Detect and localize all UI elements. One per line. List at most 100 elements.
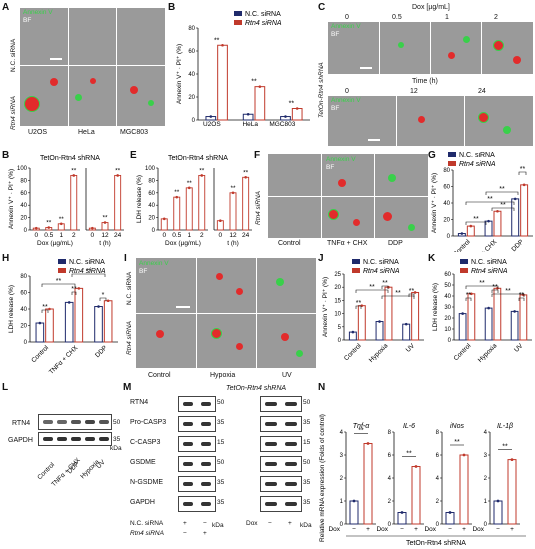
j-bar (402, 323, 411, 341)
h-bar-point (67, 301, 71, 304)
e1-significance: ** (187, 180, 193, 187)
panel-label-a: A (2, 2, 10, 13)
n4-dox-label: Dox (472, 526, 484, 533)
k-significance: ** (466, 292, 472, 299)
k-legend-rtn4: Rtn4 siRNA (471, 268, 508, 275)
d1-x-tick-label: 2 (72, 232, 76, 239)
chart-g: 0 20 40 60 80 Annexin V⁺ · PI⁺ (%) ControlTNFα… (431, 152, 533, 252)
m-marker: 50 (303, 399, 311, 406)
n1-title: Tnf-α (353, 423, 370, 430)
m-title: TetOn-Rtn4 shRNA (226, 385, 287, 392)
m-band (183, 502, 193, 506)
g-bar (520, 184, 529, 237)
j-significance: ** (382, 280, 388, 287)
k-bar-point (513, 310, 516, 313)
i-col-uv: UV (282, 372, 292, 379)
m-blot (260, 436, 302, 452)
h-bracket (71, 291, 77, 295)
m-rtn4-2: + (203, 530, 207, 537)
e1-bar (160, 218, 168, 231)
m-nc-2: − (203, 520, 207, 527)
m-band (201, 442, 211, 446)
g-bar-point (469, 224, 473, 228)
m-row-label: N-GSDME (130, 479, 164, 486)
m-band (285, 462, 297, 466)
c-dose-2: 2 (494, 14, 498, 21)
panel-label-j: J (318, 253, 324, 264)
d-y-tick-label: 100 (17, 166, 28, 172)
e1-x-tick-label: 0.5 (172, 232, 181, 239)
f-col-ddp: DDP (388, 240, 403, 247)
n1-y-tick-label: 1 (340, 499, 344, 505)
i-row1-label: N.C. siRNA (126, 271, 133, 305)
m-band (265, 422, 277, 426)
d1-x-tick-label: 1 (59, 232, 63, 239)
b-bar (217, 44, 228, 121)
g-x-tick-label: Control (452, 238, 472, 252)
b-legend-nc: N.C. siRNA (245, 11, 281, 18)
annexin-label: Annexin V (139, 260, 169, 267)
panel-label-b: B (168, 2, 176, 13)
k-x-tick-label: UV (513, 342, 525, 354)
panel-label-d: B (2, 150, 10, 161)
c-time-12: 12 (410, 88, 418, 95)
h-significance: ** (56, 278, 62, 285)
k-legend-nc-swatch (460, 259, 468, 264)
g-y-axis-label: Annexin V⁺ · PI⁺ (%) (431, 173, 438, 233)
n4-title: IL-1β (497, 423, 513, 430)
n4-bar (507, 459, 517, 525)
a-row2-label: Rtn4 siRNA (10, 96, 17, 130)
m-band (183, 422, 193, 426)
panel-label-i: I (124, 253, 127, 264)
j-bar-point (413, 291, 417, 294)
e-y-tick-label: 80 (148, 178, 155, 184)
n3-x-tick-label: + (462, 526, 466, 533)
m-row-label: RTN4 (130, 399, 149, 406)
k-bar (519, 294, 528, 341)
h-bar (35, 322, 45, 343)
j-y-axis-label: Annexin V⁺ · PI⁺ (%) (322, 277, 329, 337)
h-bar-point (97, 305, 100, 308)
j-bar (411, 291, 420, 341)
n2-y-tick-label: 8 (388, 430, 392, 436)
c-time-24: 24 (478, 88, 486, 95)
e2-bar (242, 176, 250, 231)
d2-x-tick-label: 24 (114, 232, 122, 239)
d-y-tick-label: 20 (20, 216, 27, 222)
g-bracket (485, 191, 519, 195)
k-bar-point (470, 292, 473, 296)
n4-bar-point (510, 458, 514, 461)
h-legend-rtn4-swatch (58, 268, 66, 273)
m-band (201, 482, 211, 486)
g-significance: ** (499, 186, 505, 193)
j-significance: ** (409, 288, 415, 295)
e2-x-tick-label: 0 (219, 232, 223, 239)
g-legend-nc-swatch (448, 152, 456, 157)
n2-bar (411, 466, 421, 525)
j-bracket (381, 295, 415, 299)
m-band (285, 502, 297, 506)
e2-bar (229, 192, 237, 231)
panel-label-n: N (318, 382, 326, 393)
j-bar-point (404, 322, 408, 326)
g-bar (466, 225, 475, 237)
m-rtn4-label: Rtn4 siRNA (130, 530, 164, 537)
j-bracket (408, 293, 415, 297)
d1-bar-point (59, 222, 63, 226)
n1-bar (349, 500, 359, 525)
m-band (201, 462, 211, 466)
n-footer: TetOn-Rtn4 shRNA (406, 540, 466, 547)
h-bar-point (48, 307, 51, 311)
j-bar (384, 286, 393, 341)
e-y-tick-label: 20 (148, 216, 155, 222)
j-y-tick-label: 5 (338, 325, 342, 331)
j-bar-point (378, 320, 381, 323)
h-bracket (41, 309, 49, 313)
m-band (285, 402, 297, 406)
panel-label-h: H (2, 253, 10, 264)
g-bar-point (513, 197, 517, 201)
j-bar (357, 305, 366, 341)
panel-label-k: K (428, 253, 436, 264)
j-significance: ** (395, 290, 401, 297)
